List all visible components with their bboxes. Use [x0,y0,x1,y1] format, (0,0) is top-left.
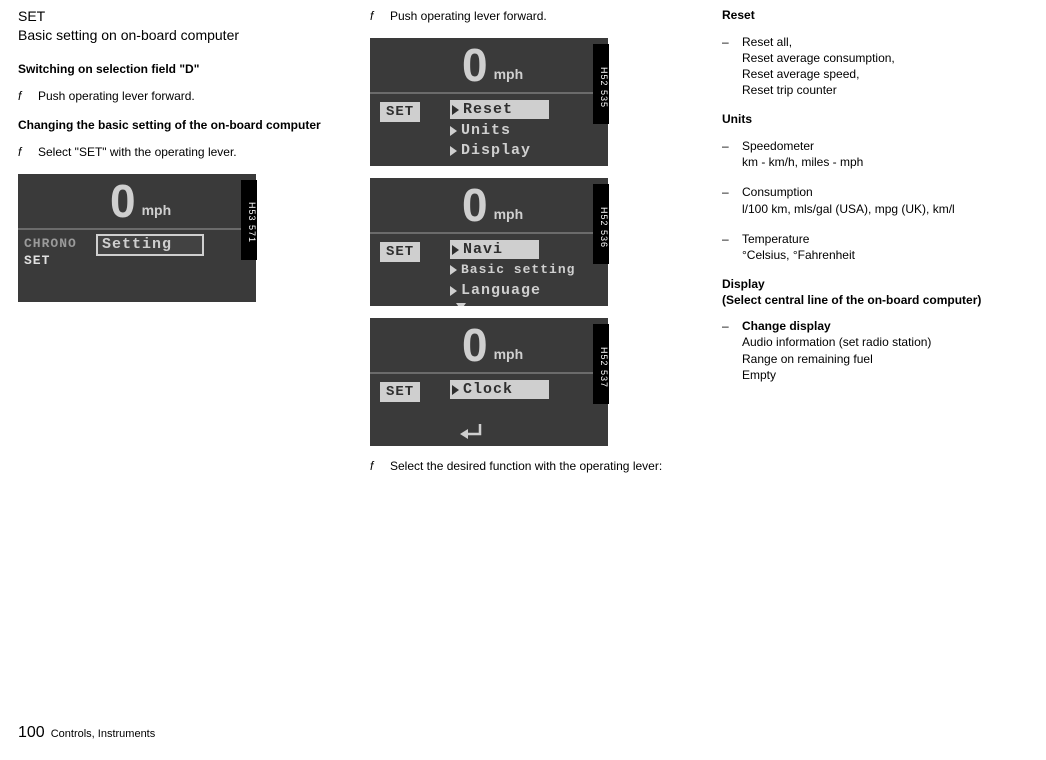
unit-name: Speedometer [742,138,1042,154]
set-heading: SET [18,8,326,24]
dash-marker: – [722,231,732,263]
speed-unit: mph [494,346,524,368]
column-2: f Push operating lever forward. 0 mph SE… [370,8,678,488]
step-item: f Push operating lever forward. [370,8,678,24]
list-item: – Speedometer km - km/h, miles - mph [722,138,1042,170]
step-text: Select "SET" with the operating lever. [38,144,326,160]
speed-value: 0 [462,322,488,368]
figure-code: H52 535 [593,44,609,124]
step-item: f Select the desired function with the o… [370,458,678,474]
lcd-menu-item: Clock [463,381,513,398]
column-3: Reset – Reset all, Reset average consump… [722,8,1042,488]
step-marker: f [18,88,28,104]
step-marker: f [18,144,28,160]
lcd-left-label: CHRONO [24,236,77,251]
unit-name: Consumption [742,184,1042,200]
lcd-left-label: SET [380,382,420,402]
figure-2c: 0 mph SET Clock H52 537 [370,318,608,446]
step-marker: f [370,8,380,24]
list-text: Reset all, Reset average consumption, Re… [742,34,1042,99]
step-marker: f [370,458,380,474]
figure-2b: 0 mph SET Navi Basic setting Language H5… [370,178,608,306]
dash-marker: – [722,34,732,99]
change-heading: Changing the basic setting of the on-boa… [18,118,326,134]
display-option-title: Change display [742,318,1042,334]
page-section: Controls, Instruments [51,728,156,740]
lcd-screen-2a: 0 mph SET Reset Units Display [370,38,608,166]
step-text: Push operating lever forward. [390,8,678,24]
speed-unit: mph [494,66,524,88]
speed-unit: mph [494,206,524,228]
page-number: 100 [18,724,45,742]
lcd-menu-item: Setting [102,236,172,253]
list-item: – Consumption l/100 km, mls/gal (USA), m… [722,184,1042,216]
lcd-menu-item: Navi [463,241,503,258]
lcd-screen-1: 0 mph CHRONO SET Setting [18,174,256,302]
list-item: – Temperature °Celsius, °Fahrenheit [722,231,1042,263]
unit-values: l/100 km, mls/gal (USA), mpg (UK), km/l [742,201,1042,217]
display-heading: Display (Select central line of the on-b… [722,277,1042,308]
figure-code: H53 571 [241,180,257,260]
figure-2a: 0 mph SET Reset Units Display H52 535 [370,38,608,166]
figure-code: H52 536 [593,184,609,264]
lcd-left-label: SET [380,102,420,122]
figure-code: H52 537 [593,324,609,404]
return-icon [456,422,484,444]
lcd-menu-item: Display [461,142,531,159]
lcd-screen-2c: 0 mph SET Clock [370,318,608,446]
figure-1: 0 mph CHRONO SET Setting H53 571 [18,174,256,302]
speed-value: 0 [462,182,488,228]
display-option-lines: Audio information (set radio station) Ra… [742,334,1042,383]
lcd-left-label: SET [380,242,420,262]
speed-value: 0 [110,178,136,224]
page-footer: 100 Controls, Instruments [18,724,155,742]
step-text: Select the desired function with the ope… [390,458,678,474]
units-heading: Units [722,112,1042,128]
dash-marker: – [722,138,732,170]
list-item: – Change display Audio information (set … [722,318,1042,383]
lcd-menu-item: Reset [463,101,513,118]
step-item: f Select "SET" with the operating lever. [18,144,326,160]
list-item: – Reset all, Reset average consumption, … [722,34,1042,99]
dash-marker: – [722,318,732,383]
unit-values: km - km/h, miles - mph [742,154,1042,170]
speed-value: 0 [462,42,488,88]
unit-name: Temperature [742,231,1042,247]
dash-marker: – [722,184,732,216]
lcd-menu-item: Language [461,282,541,299]
lcd-screen-2b: 0 mph SET Navi Basic setting Language [370,178,608,306]
lcd-left-label: SET [24,253,77,268]
column-1: SET Basic setting on on-board computer S… [18,8,326,488]
lcd-menu-item: Basic setting [461,262,575,277]
set-subheading: Basic setting on on-board computer [18,26,326,44]
speed-unit: mph [142,202,172,224]
reset-heading: Reset [722,8,1042,24]
step-text: Push operating lever forward. [38,88,326,104]
step-item: f Push operating lever forward. [18,88,326,104]
switch-heading: Switching on selection field "D" [18,62,326,78]
lcd-menu-item: Units [461,122,511,139]
unit-values: °Celsius, °Fahrenheit [742,247,1042,263]
